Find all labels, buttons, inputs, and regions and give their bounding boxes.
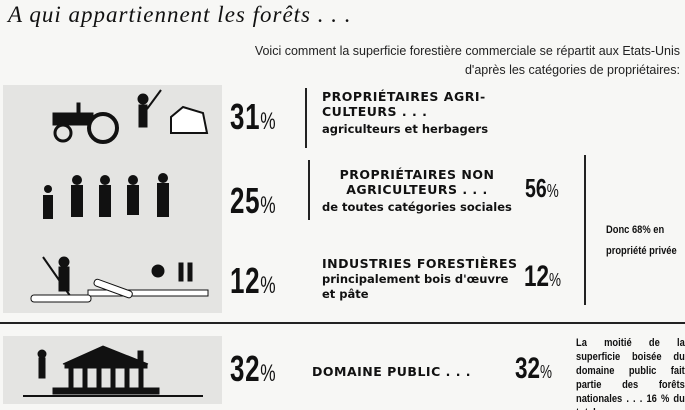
divider — [308, 160, 310, 220]
page-title: A qui appartiennent les forêts . . . — [8, 2, 352, 27]
label-public: DOMAINE PUBLIC . . . — [312, 364, 472, 379]
logging-icon — [30, 256, 209, 303]
percent-public: 32% — [230, 348, 277, 389]
detail-agri: agriculteurs et herbagers — [322, 122, 489, 136]
subtotal-32: 32% — [515, 352, 553, 385]
percent-agri: 31% — [230, 96, 277, 137]
public-note: La moitié de la superficie boisée du dom… — [576, 337, 685, 410]
detail-non-agri: de toutes catégories sociales — [322, 200, 512, 214]
public-illustration-panel — [3, 336, 222, 404]
people-icon — [43, 173, 169, 219]
illustration-panel — [3, 85, 222, 313]
bracket-line — [584, 155, 586, 305]
label-non-agri: PROPRIÉTAIRES NON AGRICULTEURS . . . — [339, 167, 495, 197]
tractor-farmer-icon — [30, 89, 209, 303]
subtotal-56: 56% — [525, 173, 559, 203]
public-building-icon — [23, 345, 203, 397]
percent-non-agri: 25% — [230, 180, 277, 221]
detail-industries: principalement bois d'œuvre et pâte — [322, 272, 509, 301]
subtotal-12: 12% — [524, 260, 562, 293]
intro-text: Voici comment la superficie forestière c… — [254, 44, 680, 77]
divider — [305, 88, 307, 148]
percent-industries: 12% — [230, 260, 277, 301]
separator-line — [0, 322, 685, 324]
label-agri: PROPRIÉTAIRES AGRI-CULTEURS . . . — [322, 89, 486, 119]
private-note: Donc 68% en propriété privée — [606, 224, 677, 257]
label-industries: INDUSTRIES FORESTIÈRES — [322, 256, 518, 271]
